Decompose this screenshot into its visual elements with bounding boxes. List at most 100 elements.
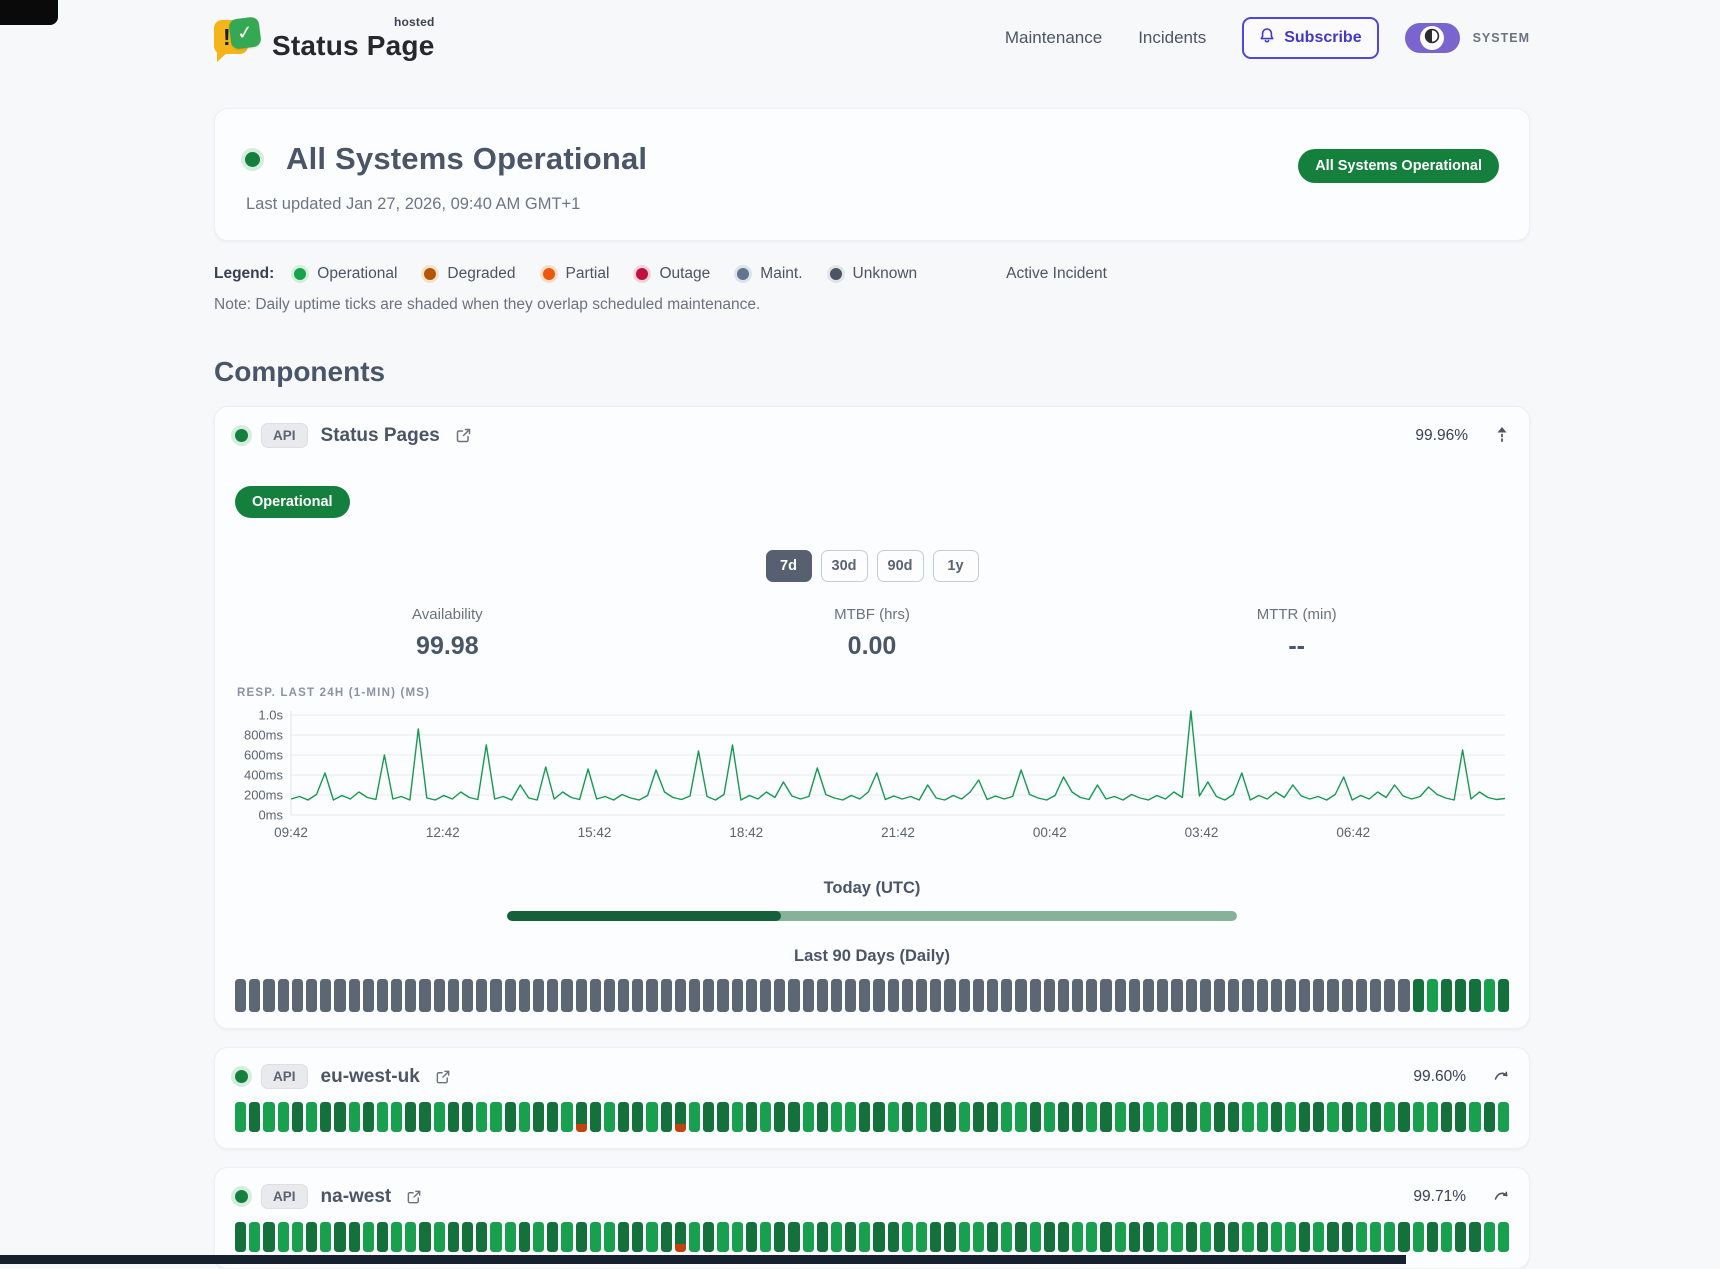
- uptime-tick[interactable]: [249, 1102, 261, 1132]
- uptime-tick[interactable]: [1086, 1102, 1098, 1132]
- uptime-tick[interactable]: [887, 979, 899, 1012]
- uptime-tick[interactable]: [391, 1222, 403, 1252]
- uptime-tick[interactable]: [305, 1102, 318, 1132]
- uptime-tick[interactable]: [603, 979, 616, 1012]
- uptime-tick[interactable]: [277, 979, 289, 1012]
- uptime-tick[interactable]: [618, 1222, 630, 1252]
- uptime-tick[interactable]: [1157, 1102, 1169, 1132]
- uptime-tick[interactable]: [859, 979, 871, 1012]
- uptime-tick[interactable]: [646, 1102, 658, 1132]
- component-name-link[interactable]: Status Pages: [320, 424, 440, 446]
- uptime-tick[interactable]: [660, 979, 672, 1012]
- uptime-tick[interactable]: [1185, 1102, 1197, 1132]
- uptime-tick[interactable]: [589, 1102, 601, 1132]
- uptime-tick[interactable]: [1384, 979, 1396, 1012]
- uptime-tick[interactable]: [759, 1102, 772, 1132]
- uptime-tick[interactable]: [348, 1222, 360, 1252]
- uptime-tick[interactable]: [1086, 979, 1098, 1012]
- uptime-tick[interactable]: [1469, 1222, 1481, 1252]
- uptime-tick[interactable]: [291, 979, 303, 1012]
- uptime-tick[interactable]: [1455, 1102, 1467, 1132]
- uptime-tick[interactable]: [348, 1102, 360, 1132]
- uptime-tick[interactable]: [447, 1222, 459, 1252]
- uptime-tick[interactable]: [944, 1222, 956, 1252]
- uptime-tick[interactable]: [1483, 1222, 1495, 1252]
- uptime-tick[interactable]: [235, 1102, 247, 1132]
- uptime-tick[interactable]: [958, 1102, 970, 1132]
- uptime-tick[interactable]: [1313, 1222, 1325, 1252]
- uptime-tick[interactable]: [263, 1102, 275, 1132]
- uptime-tick[interactable]: [1270, 979, 1282, 1012]
- uptime-tick[interactable]: [532, 1222, 545, 1252]
- uptime-tick[interactable]: [1497, 979, 1509, 1012]
- uptime-tick[interactable]: [1072, 979, 1084, 1012]
- uptime-tick[interactable]: [986, 1102, 999, 1132]
- uptime-tick[interactable]: [1426, 979, 1438, 1012]
- uptime-tick[interactable]: [1483, 979, 1495, 1012]
- uptime-tick[interactable]: [532, 1102, 545, 1132]
- uptime-tick[interactable]: [873, 979, 885, 1012]
- uptime-tick[interactable]: [277, 1102, 289, 1132]
- uptime-tick[interactable]: [1228, 1102, 1240, 1132]
- uptime-tick[interactable]: [1171, 1102, 1183, 1132]
- uptime-tick[interactable]: [1370, 979, 1382, 1012]
- uptime-tick[interactable]: [1001, 979, 1013, 1012]
- uptime-tick[interactable]: [1412, 979, 1424, 1012]
- uptime-tick[interactable]: [703, 979, 715, 1012]
- uptime-tick[interactable]: [717, 979, 729, 1012]
- uptime-tick[interactable]: [1355, 979, 1367, 1012]
- uptime-tick[interactable]: [916, 979, 928, 1012]
- uptime-tick[interactable]: [660, 1222, 672, 1252]
- uptime-tick[interactable]: [731, 1102, 743, 1132]
- uptime-tick[interactable]: [405, 1102, 417, 1132]
- uptime-tick[interactable]: [1114, 1102, 1126, 1132]
- uptime-tick[interactable]: [1412, 1222, 1424, 1252]
- uptime-tick[interactable]: [930, 979, 942, 1012]
- uptime-tick[interactable]: [249, 1222, 261, 1252]
- uptime-tick[interactable]: [263, 979, 275, 1012]
- uptime-tick[interactable]: [490, 979, 502, 1012]
- uptime-tick[interactable]: [1242, 979, 1254, 1012]
- uptime-tick[interactable]: [1426, 1222, 1438, 1252]
- uptime-tick[interactable]: [547, 1222, 559, 1252]
- uptime-tick[interactable]: [504, 1222, 516, 1252]
- uptime-tick[interactable]: [1114, 1222, 1126, 1252]
- uptime-tick[interactable]: [433, 979, 445, 1012]
- external-link-icon[interactable]: [406, 1189, 422, 1205]
- uptime-tick[interactable]: [774, 1222, 786, 1252]
- uptime-tick[interactable]: [1029, 979, 1041, 1012]
- uptime-tick[interactable]: [830, 1222, 843, 1252]
- uptime-tick[interactable]: [1483, 1102, 1495, 1132]
- uptime-tick[interactable]: [632, 1222, 644, 1252]
- uptime-tick[interactable]: [1497, 1222, 1509, 1252]
- uptime-tick[interactable]: [1015, 979, 1027, 1012]
- uptime-tick[interactable]: [717, 1102, 729, 1132]
- uptime-tick[interactable]: [476, 1102, 488, 1132]
- uptime-tick[interactable]: [1299, 1102, 1311, 1132]
- uptime-tick[interactable]: [490, 1102, 502, 1132]
- uptime-tick[interactable]: [674, 979, 686, 1012]
- uptime-tick[interactable]: [1128, 1102, 1140, 1132]
- uptime-tick[interactable]: [235, 1222, 247, 1252]
- uptime-tick[interactable]: [689, 1102, 701, 1132]
- uptime-tick[interactable]: [1426, 1102, 1438, 1132]
- uptime-tick[interactable]: [901, 979, 913, 1012]
- uptime-tick[interactable]: [1128, 979, 1140, 1012]
- uptime-tick[interactable]: [1455, 979, 1467, 1012]
- uptime-tick[interactable]: [1469, 979, 1481, 1012]
- uptime-tick[interactable]: [887, 1222, 899, 1252]
- uptime-tick[interactable]: [1043, 1222, 1055, 1252]
- uptime-tick[interactable]: [376, 1102, 389, 1132]
- uptime-tick[interactable]: [674, 1102, 686, 1132]
- uptime-tick[interactable]: [1242, 1102, 1254, 1132]
- uptime-tick[interactable]: [1072, 1222, 1084, 1252]
- uptime-tick[interactable]: [1370, 1222, 1382, 1252]
- uptime-tick[interactable]: [532, 979, 545, 1012]
- component-name-link[interactable]: eu-west-uk: [320, 1065, 420, 1087]
- uptime-tick[interactable]: [1057, 1102, 1070, 1132]
- uptime-tick[interactable]: [1185, 979, 1197, 1012]
- uptime-tick[interactable]: [1299, 1222, 1311, 1252]
- uptime-tick[interactable]: [816, 979, 828, 1012]
- component-name-link[interactable]: na-west: [320, 1185, 392, 1207]
- uptime-tick[interactable]: [1057, 1222, 1070, 1252]
